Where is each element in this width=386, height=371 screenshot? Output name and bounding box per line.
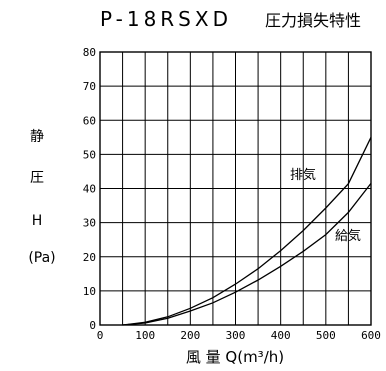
chart-title-text: 圧力損失特性 bbox=[265, 11, 361, 30]
y-axis-label-line-3: H bbox=[32, 213, 43, 229]
y-tick-label: 20 bbox=[83, 251, 96, 264]
y-tick-label: 0 bbox=[89, 319, 96, 332]
y-tick-labels: 0 10 20 30 40 50 60 70 80 bbox=[83, 46, 96, 332]
series-line-exhaust bbox=[122, 137, 372, 326]
x-tick-label: 0 bbox=[97, 329, 104, 342]
series-line-supply bbox=[122, 183, 372, 326]
y-tick-label: 60 bbox=[83, 114, 96, 127]
y-tick-label: 80 bbox=[83, 46, 96, 59]
y-tick-label: 10 bbox=[83, 285, 96, 298]
y-tick-label: 40 bbox=[83, 183, 96, 196]
y-tick-label: 50 bbox=[83, 148, 96, 161]
y-axis-label-line-1: 静 bbox=[30, 129, 44, 145]
curves bbox=[122, 137, 372, 326]
chart-title-model: P-18RSXD bbox=[100, 7, 232, 31]
x-tick-label: 200 bbox=[180, 329, 200, 342]
x-tick-label: 600 bbox=[361, 329, 381, 342]
x-tick-label: 100 bbox=[135, 329, 155, 342]
x-tick-label: 500 bbox=[316, 329, 336, 342]
series-label-exhaust: 排気 bbox=[290, 167, 316, 183]
y-tick-label: 70 bbox=[83, 80, 96, 93]
plot-frame bbox=[99, 51, 372, 326]
x-axis-label: 風 量 Q(m³/h) bbox=[186, 348, 284, 366]
y-tick-label: 30 bbox=[83, 217, 96, 230]
x-tick-label: 400 bbox=[271, 329, 291, 342]
axes bbox=[99, 51, 372, 326]
series-label-supply: 給気 bbox=[335, 228, 361, 244]
y-axis-label-line-2: 圧 bbox=[30, 170, 44, 186]
y-axis-label-line-4: (Pa) bbox=[28, 250, 55, 266]
x-tick-label: 300 bbox=[226, 329, 246, 342]
y-axis-label: 静 圧 H (Pa) bbox=[28, 129, 55, 266]
x-tick-labels: 0 100 200 300 400 500 600 bbox=[97, 329, 381, 342]
